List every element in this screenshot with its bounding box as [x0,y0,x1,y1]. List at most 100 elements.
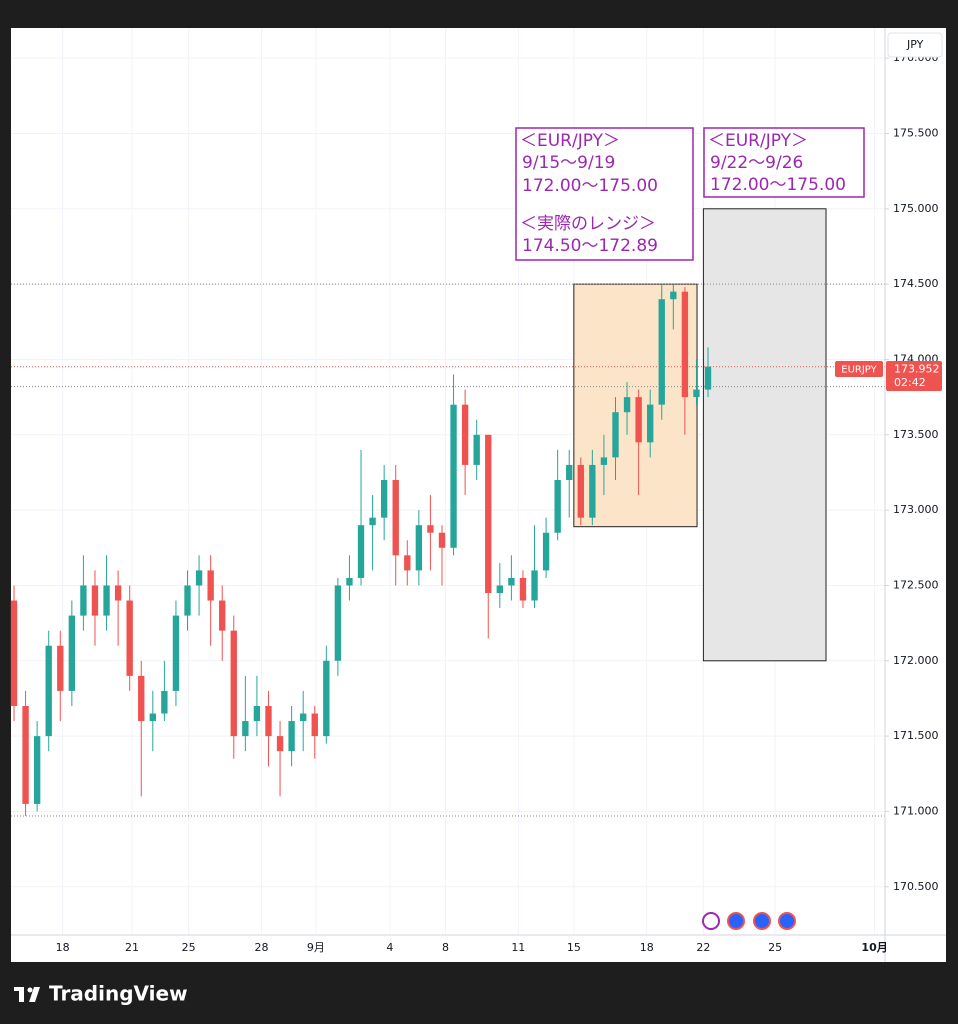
candle-body [450,404,457,548]
candle-body [323,660,330,737]
candle-body [485,434,492,593]
candle-body [346,577,353,586]
candle-body [265,705,272,737]
note-box [703,127,865,198]
candle-body [230,630,237,737]
currency: JPY [906,38,924,51]
logo-shape [27,987,33,993]
candle-body [670,291,677,300]
candle-body [276,736,284,752]
candle-body [114,585,122,601]
x-tick-label: 8 [442,941,449,954]
candle-body [519,577,527,601]
candle-body [647,404,654,443]
x-tick-label: 21 [125,941,139,954]
note-box [515,127,694,261]
candle-body [33,736,41,804]
x-tick-label: 4 [386,941,393,954]
countdown: 02:42 [894,376,926,389]
candle-body [219,600,226,631]
y-tick-label: 174.500 [893,277,939,290]
note-period: 9/22～9/26 [710,153,803,173]
note-range: 172.00～175.00 [522,176,658,196]
candle-body [57,645,64,691]
candle-body [288,721,295,752]
note-actual-range: 174.50～172.89 [522,236,658,256]
candle-body [508,577,515,586]
candle-body [473,434,480,465]
candle-body [704,366,712,390]
candle-body [357,525,365,578]
candle-body [161,690,168,714]
candle-body [242,721,249,737]
x-tick-label: 25 [768,941,782,954]
candle-body [80,585,87,616]
note-actual-title: ＜実際のレンジ＞ [520,214,656,234]
candle-body [184,585,191,616]
candle-body [600,457,608,465]
candles [10,284,712,816]
x-tick-label: 25 [182,941,196,954]
candle-body [612,412,619,458]
candle-body [380,479,388,518]
x-tick-label: 9月 [307,941,325,954]
candle-body [103,585,110,616]
x-tick-label: 28 [255,941,269,954]
y-tick-label: 172.000 [893,654,939,667]
event-icon[interactable] [702,912,720,930]
note-title: ＜EUR/JPY＞ [520,131,620,151]
y-tick-label: 170.500 [893,880,939,893]
logo-shape [29,987,40,1002]
note-title: ＜EUR/JPY＞ [708,131,808,151]
candle-body [496,585,504,593]
x-tick-label: 18 [640,941,654,954]
symbol: EURJPY [841,365,877,376]
y-tick-label: 173.500 [893,428,939,441]
candle-body [531,570,538,601]
x-tick-label: 22 [696,941,710,954]
candle-body [68,615,76,691]
price-tag [886,361,942,391]
event-icon[interactable] [727,912,745,930]
event-icon[interactable] [753,912,771,930]
symbol-tag [835,361,883,377]
candle-body [126,600,133,676]
candle-body [45,645,52,737]
candle-body [658,299,665,405]
note-range: 172.00～175.00 [710,175,846,195]
logo-shape [19,987,24,1002]
event-icon[interactable] [778,912,796,930]
candle-body [542,532,550,571]
candle-body [91,585,99,616]
candle-body [10,600,18,706]
candle-body [300,713,307,722]
candle-body [566,464,573,480]
last-price: EURJPY 173.952 02:42 [835,361,942,391]
brand-logo: TradingView [14,982,188,1006]
candle-body [693,389,700,398]
candle-body [623,397,631,413]
currency-button[interactable] [887,32,943,58]
candle-body [438,532,446,548]
candle-body [404,555,411,571]
y-tick-label: 171.500 [893,729,939,742]
y-tick-label: 175.500 [893,126,939,139]
candle-body [427,525,434,533]
y-tick-label: 172.500 [893,578,939,591]
candle-body [392,479,399,556]
candle-body [138,675,145,722]
candle-body [461,404,469,465]
x-tick-label: 18 [56,941,70,954]
candle-body [334,585,342,661]
candle-body [589,464,596,518]
y-tick-label: 175.000 [893,202,939,215]
candle-body [577,464,584,518]
candle-body [415,525,423,571]
event-icons[interactable] [702,912,796,930]
candle-body [195,570,203,586]
candle-body [635,397,642,443]
brand: TradingView [49,982,188,1006]
range-box [702,208,827,662]
